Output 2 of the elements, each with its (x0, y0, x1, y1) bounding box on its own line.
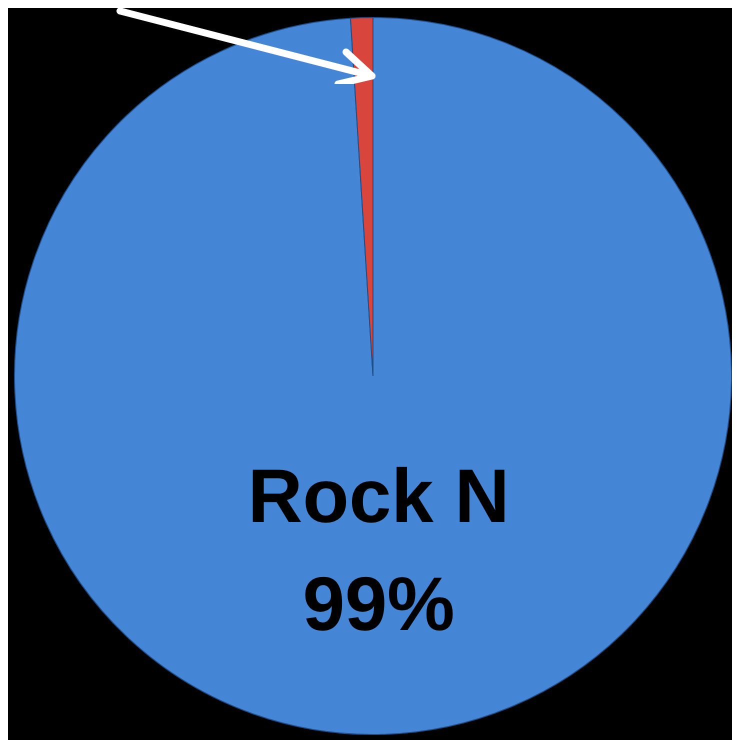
slice-label: Rock N (248, 454, 510, 540)
data-label: 99% (302, 562, 455, 648)
